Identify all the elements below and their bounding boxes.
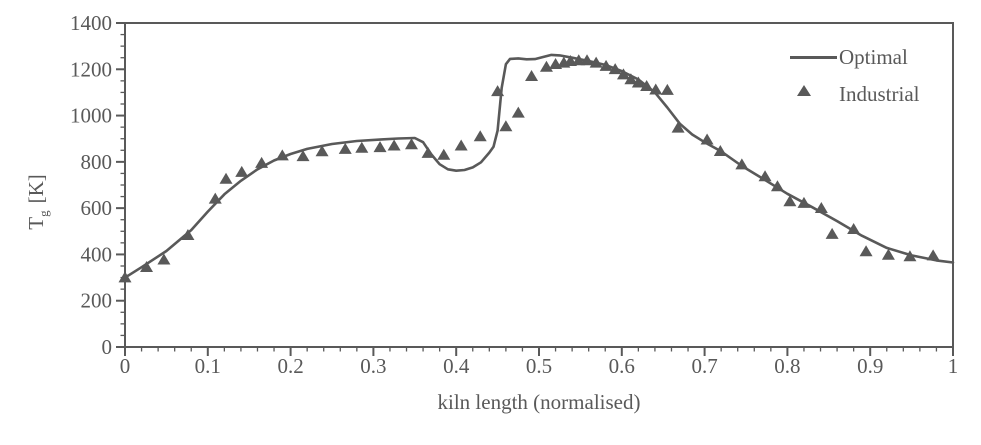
industrial-marker [255, 156, 269, 168]
industrial-marker [770, 180, 784, 192]
y-tick-label: 200 [81, 289, 113, 313]
plot-border [124, 22, 954, 348]
industrial-marker [814, 201, 828, 213]
industrial-marker [454, 139, 468, 151]
x-tick-label: 0 [120, 354, 131, 378]
industrial-marker [797, 196, 811, 208]
industrial-marker [525, 70, 539, 82]
industrial-marker [859, 245, 873, 257]
industrial-marker [616, 68, 630, 80]
legend-triangle-icon [797, 85, 811, 96]
y-tick-label: 600 [81, 196, 113, 220]
industrial-marker [181, 229, 195, 241]
y-axis-title: Tg [K] [24, 102, 52, 302]
industrial-marker [599, 59, 613, 71]
industrial-marker [437, 148, 451, 160]
industrial-marker [608, 63, 622, 75]
optimal-line [123, 53, 955, 279]
x-tick-label: 0.4 [443, 354, 470, 378]
industrial-marker [373, 141, 387, 153]
x-tick-label: 0.2 [277, 354, 303, 378]
legend-label-optimal: Optimal [839, 45, 908, 69]
industrial-marker [713, 145, 727, 157]
y-tick-label: 0 [102, 335, 113, 359]
industrial-marker [140, 260, 154, 272]
x-tick-label: 0.6 [609, 354, 635, 378]
industrial-marker [660, 83, 674, 95]
x-tick-label: 0.9 [857, 354, 883, 378]
x-tick-label: 0.1 [195, 354, 221, 378]
industrial-marker [735, 158, 749, 170]
industrial-marker [315, 145, 329, 157]
industrial-marker [783, 195, 797, 207]
industrial-marker [219, 172, 233, 184]
industrial-marker [499, 120, 513, 132]
x-tick-label: 0.7 [691, 354, 717, 378]
industrial-marker [700, 133, 714, 145]
y-tick-label: 400 [81, 242, 113, 266]
industrial-marker [926, 249, 940, 261]
industrial-marker [572, 54, 586, 66]
industrial-marker [118, 271, 132, 283]
industrial-marker [473, 130, 487, 142]
y-tick-label: 1200 [70, 57, 112, 81]
industrial-marker [758, 170, 772, 182]
legend-line-sample [790, 56, 837, 59]
industrial-marker [624, 73, 638, 85]
x-tick-label: 0.5 [526, 354, 552, 378]
industrial-marker [589, 56, 603, 68]
industrial-marker [640, 79, 654, 91]
industrial-marker [491, 85, 505, 97]
industrial-marker [825, 227, 839, 239]
industrial-marker [539, 60, 553, 72]
x-tick-label: 0.8 [774, 354, 800, 378]
industrial-marker [511, 106, 525, 118]
industrial-marker [387, 139, 401, 151]
y-axis-title-unit: [K] [24, 174, 48, 204]
y-axis-title-base: T [24, 216, 48, 230]
industrial-marker [421, 146, 435, 158]
x-axis-title: kiln length (normalised) [437, 390, 641, 414]
industrial-marker [157, 253, 171, 265]
x-tick-label: 1 [948, 354, 959, 378]
industrial-marker [275, 149, 289, 161]
industrial-marker [903, 250, 917, 262]
x-tick-label: 0.3 [360, 354, 386, 378]
industrial-marker [355, 141, 369, 153]
industrial-marker [649, 83, 663, 95]
industrial-marker [881, 248, 895, 260]
industrial-marker [208, 192, 222, 204]
y-tick-label: 1400 [70, 11, 112, 35]
industrial-marker [580, 54, 594, 66]
industrial-marker [671, 121, 685, 133]
industrial-marker [235, 165, 249, 177]
industrial-marker [847, 223, 861, 235]
y-axis-title-sub: g [36, 210, 52, 217]
industrial-marker [404, 138, 418, 150]
legend-label-industrial: Industrial [839, 82, 920, 106]
industrial-marker [296, 150, 310, 162]
y-tick-label: 800 [81, 150, 113, 174]
industrial-marker [338, 142, 352, 154]
industrial-marker [631, 76, 645, 88]
y-tick-label: 1000 [70, 104, 112, 128]
